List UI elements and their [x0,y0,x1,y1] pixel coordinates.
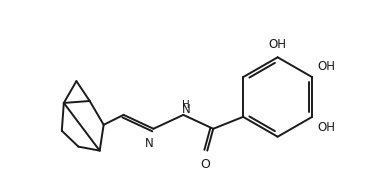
Text: N: N [182,103,191,116]
Text: H: H [183,100,190,110]
Text: OH: OH [317,60,335,73]
Text: OH: OH [317,121,335,134]
Text: O: O [200,158,210,171]
Text: OH: OH [269,38,287,51]
Text: N: N [145,137,154,150]
